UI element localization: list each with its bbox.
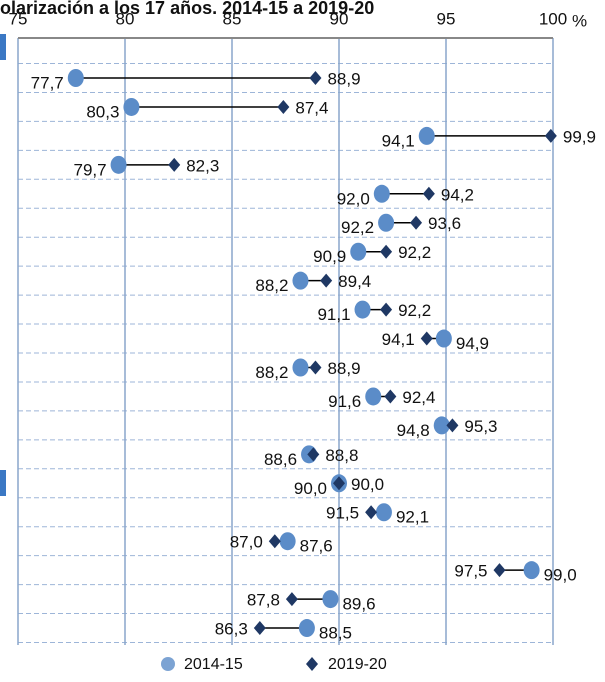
value-label: 88,8 [325,446,358,465]
value-label: 79,7 [73,160,106,179]
point-diamond [333,476,345,491]
value-label: 92,0 [337,189,370,208]
point-diamond [365,505,378,520]
point-diamond [268,534,281,549]
point-circle [67,69,84,87]
value-label: 97,5 [454,562,487,581]
point-circle [523,561,540,580]
point-diamond [307,447,320,462]
value-label: 99,9 [563,127,596,146]
point-diamond [309,71,322,85]
value-label: 82,3 [186,156,219,175]
point-circle [365,387,382,406]
point-circle [292,358,309,377]
value-label: 89,4 [338,272,371,291]
point-diamond [380,244,393,259]
value-label: 92,2 [398,243,431,262]
value-label: 88,6 [264,450,297,469]
chart-title: olarización a los 17 años. 2014-15 a 201… [0,0,374,18]
point-circle [279,532,296,551]
value-label: 86,3 [215,620,248,639]
value-label: 91,5 [326,504,359,523]
point-circle [433,416,450,435]
point-diamond [253,621,266,636]
axis-unit: % [572,11,587,30]
point-circle [298,619,315,638]
value-label: 87,8 [247,591,280,610]
x-tick-label: 85 [223,9,242,28]
point-diamond [309,360,322,375]
point-diamond [380,302,393,317]
row-tab [0,34,6,60]
legend-label: 2019-20 [328,656,387,673]
point-circle [110,155,127,174]
value-label: 94,1 [382,131,415,150]
value-label: 87,0 [230,533,263,552]
value-label: 94,9 [456,334,489,353]
value-label: 87,4 [295,98,328,117]
value-label: 87,6 [300,537,333,556]
value-label: 89,6 [342,595,375,614]
value-label: 88,9 [327,69,360,88]
value-label: 88,2 [255,363,288,382]
value-label: 94,1 [382,330,415,349]
value-label: 88,2 [255,276,288,295]
point-diamond [320,273,333,288]
point-diamond [493,563,506,578]
value-label: 88,9 [327,359,360,378]
x-tick-label: 90 [330,9,349,28]
row-tab [0,470,6,496]
value-label: 90,9 [313,247,346,266]
point-circle [373,184,390,203]
point-circle [378,213,395,232]
value-label: 91,6 [328,392,361,411]
legend-marker [161,657,175,671]
point-circle [350,242,367,261]
legend-label: 2014-15 [184,656,243,673]
point-diamond [446,418,459,433]
point-diamond [168,157,181,172]
point-diamond [544,128,557,143]
point-diamond [410,215,423,230]
point-diamond [384,389,397,404]
point-circle [418,126,435,145]
point-circle [375,503,392,522]
value-label: 99,0 [544,566,577,585]
point-circle [123,97,140,116]
point-circle [322,590,339,609]
x-tick-label: 100 [539,9,567,28]
value-label: 94,2 [441,185,474,204]
value-label: 95,3 [464,417,497,436]
value-label: 93,6 [428,214,461,233]
value-label: 91,1 [317,305,350,324]
value-label: 94,8 [397,421,430,440]
value-label: 92,2 [398,301,431,320]
point-diamond [420,331,433,346]
point-circle [292,271,309,290]
x-tick-label: 80 [116,9,135,28]
value-label: 77,7 [31,73,64,92]
value-label: 90,0 [351,475,384,494]
point-diamond [277,99,290,114]
legend-marker [306,657,318,671]
point-circle [354,300,371,319]
x-tick-label: 75 [9,9,28,28]
value-label: 80,3 [86,102,119,121]
value-label: 92,2 [341,218,374,237]
value-label: 90,0 [294,479,327,498]
point-circle [435,329,452,348]
value-label: 92,1 [396,508,429,527]
value-label: 92,4 [402,388,435,407]
point-diamond [285,592,298,607]
point-diamond [422,186,435,201]
value-label: 88,5 [319,624,352,643]
x-tick-label: 95 [437,9,456,28]
